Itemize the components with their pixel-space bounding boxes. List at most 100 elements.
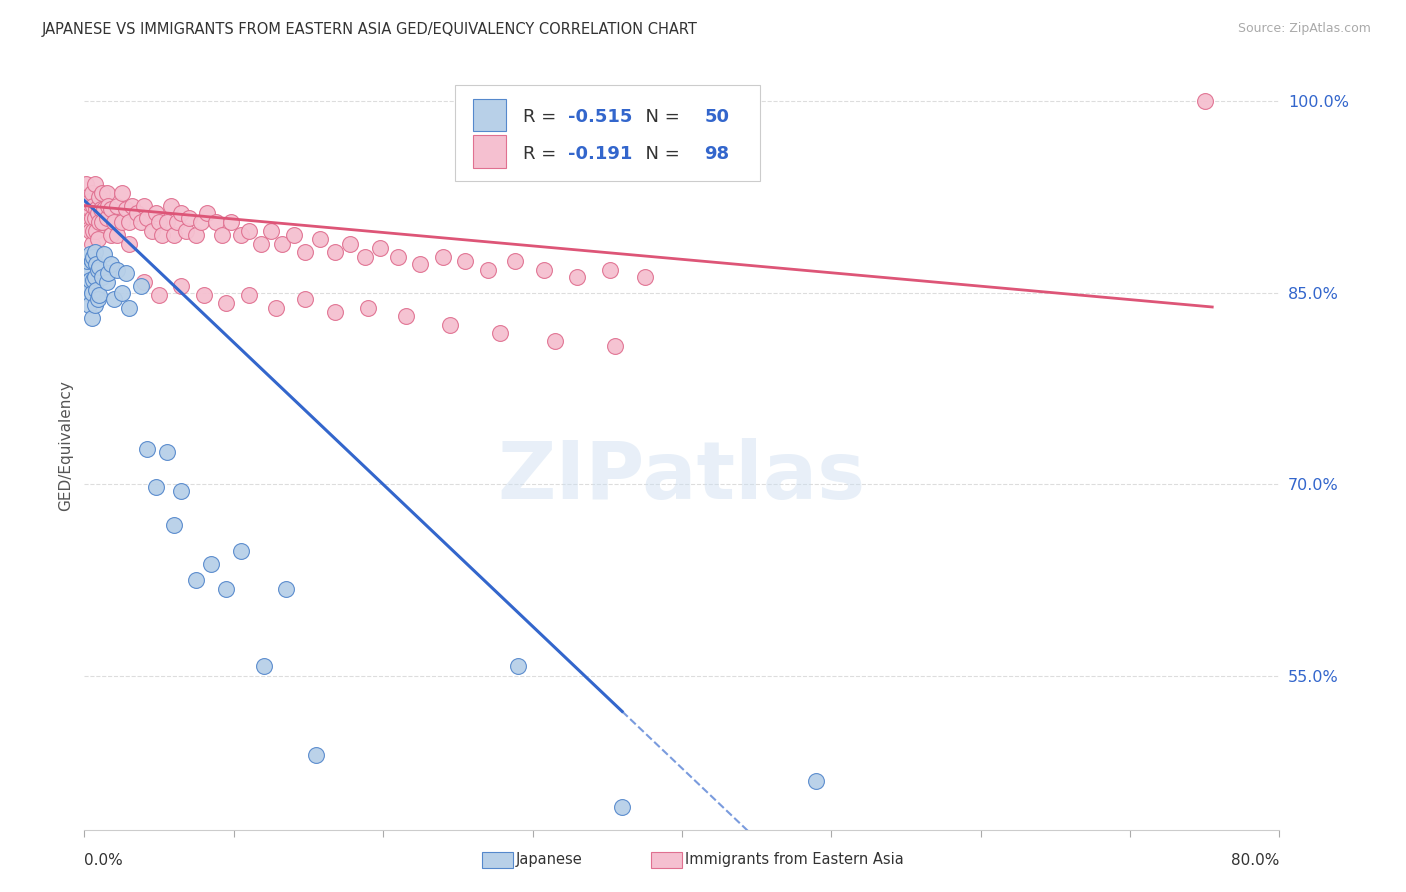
Point	[97, 266, 120, 280]
Point	[603, 339, 626, 353]
Point	[439, 318, 461, 332]
Point	[80, 211, 103, 226]
Point	[354, 250, 377, 264]
Point	[193, 288, 215, 302]
Point	[160, 199, 183, 213]
Point	[89, 260, 111, 274]
Point	[633, 270, 655, 285]
Point	[111, 215, 134, 229]
Point	[111, 285, 134, 300]
Point	[357, 301, 380, 315]
Point	[77, 279, 100, 293]
Point	[170, 483, 193, 498]
Point	[174, 224, 197, 238]
FancyBboxPatch shape	[456, 86, 759, 181]
Point	[567, 270, 589, 285]
Bar	[482, 852, 513, 868]
Point	[90, 202, 112, 217]
Point	[129, 279, 152, 293]
Point	[305, 748, 328, 763]
Point	[219, 215, 242, 229]
Point	[394, 309, 416, 323]
Point	[87, 232, 110, 246]
Point	[97, 199, 120, 213]
Point	[96, 276, 118, 290]
Point	[148, 288, 170, 302]
Text: -0.515: -0.515	[568, 109, 633, 127]
Point	[87, 262, 110, 277]
Point	[79, 194, 101, 208]
Point	[75, 260, 97, 274]
Point	[186, 227, 208, 242]
Point	[89, 189, 111, 203]
Point	[115, 202, 138, 217]
Text: Japanese: Japanese	[516, 853, 582, 867]
Point	[115, 266, 138, 280]
Point	[83, 244, 105, 259]
Point	[190, 215, 212, 229]
Point	[86, 257, 108, 271]
Point	[170, 206, 193, 220]
Point	[79, 273, 101, 287]
Point	[91, 270, 114, 285]
Point	[141, 224, 163, 238]
Point	[270, 237, 292, 252]
Point	[260, 224, 283, 238]
Point	[454, 253, 477, 268]
Point	[89, 288, 111, 302]
Point	[477, 262, 499, 277]
Point	[82, 273, 104, 287]
Point	[506, 659, 529, 673]
Text: 80.0%: 80.0%	[1232, 853, 1279, 868]
Point	[132, 199, 156, 213]
Point	[231, 227, 253, 242]
Point	[96, 211, 118, 226]
Point	[105, 227, 128, 242]
Point	[309, 232, 332, 246]
Point	[118, 215, 141, 229]
Point	[100, 202, 122, 217]
Point	[83, 177, 105, 191]
Point	[77, 298, 100, 312]
Point	[368, 241, 391, 255]
Point	[215, 582, 238, 597]
Point	[75, 199, 97, 213]
Point	[205, 215, 228, 229]
Point	[76, 215, 98, 229]
Point	[409, 257, 432, 271]
Point	[82, 250, 104, 264]
Point	[253, 659, 276, 673]
Point	[294, 244, 316, 259]
FancyBboxPatch shape	[472, 99, 506, 131]
Point	[238, 288, 260, 302]
Text: N =: N =	[634, 145, 686, 162]
Text: N =: N =	[634, 109, 686, 127]
Point	[215, 295, 238, 310]
Text: Source: ZipAtlas.com: Source: ZipAtlas.com	[1237, 22, 1371, 36]
Point	[533, 262, 555, 277]
Point	[325, 304, 347, 318]
Point	[80, 186, 103, 200]
Point	[806, 774, 828, 789]
Point	[155, 215, 177, 229]
Point	[166, 215, 188, 229]
Point	[177, 211, 200, 226]
Point	[79, 247, 101, 261]
Point	[612, 799, 634, 814]
Point	[544, 334, 567, 348]
Point	[118, 237, 141, 252]
Point	[93, 247, 115, 261]
Point	[238, 224, 260, 238]
Point	[195, 206, 218, 220]
Point	[599, 262, 621, 277]
Point	[163, 518, 186, 533]
Point	[100, 257, 122, 271]
Point	[211, 227, 233, 242]
Text: R =: R =	[523, 145, 562, 162]
Point	[77, 221, 100, 235]
Point	[103, 215, 125, 229]
Point	[148, 215, 170, 229]
Point	[132, 276, 156, 290]
Text: 50: 50	[704, 109, 730, 127]
Bar	[651, 852, 682, 868]
